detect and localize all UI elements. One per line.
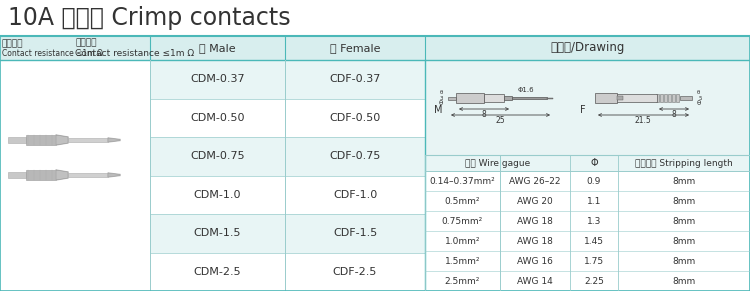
Text: CDF-0.37: CDF-0.37: [329, 74, 381, 84]
Text: M: M: [433, 105, 442, 115]
Text: 0.9: 0.9: [586, 177, 602, 185]
Polygon shape: [56, 170, 68, 180]
Bar: [8, 172, 26, 178]
Bar: [484, 94, 504, 102]
Bar: [547, 97, 553, 98]
Text: 接触电阔
Contact resistance ≤1m Ω: 接触电阔 Contact resistance ≤1m Ω: [75, 38, 194, 58]
Bar: [512, 97, 547, 99]
Polygon shape: [108, 173, 120, 177]
Text: AWG 18: AWG 18: [517, 237, 553, 246]
Text: CDM-2.5: CDM-2.5: [194, 267, 242, 277]
Text: 8: 8: [482, 110, 486, 119]
Bar: [26, 170, 56, 180]
Text: 25: 25: [495, 116, 505, 125]
Text: CDF-1.0: CDF-1.0: [333, 190, 377, 200]
Bar: [150, 60, 425, 98]
Bar: [448, 97, 456, 100]
Bar: [68, 138, 108, 142]
Text: CDF-0.75: CDF-0.75: [329, 151, 381, 161]
Text: 2.5mm²: 2.5mm²: [445, 276, 480, 285]
Text: 母 Female: 母 Female: [330, 43, 380, 53]
Text: 1.75: 1.75: [584, 256, 604, 265]
Text: Φ1.6: Φ1.6: [518, 87, 535, 93]
Text: 0.5mm²: 0.5mm²: [445, 196, 480, 205]
Bar: [68, 173, 108, 177]
Text: 8mm: 8mm: [672, 237, 696, 246]
Text: θ: θ: [439, 100, 443, 106]
Text: CDF-0.50: CDF-0.50: [329, 113, 380, 123]
Text: AWG 14: AWG 14: [518, 276, 553, 285]
Bar: [668, 94, 671, 102]
Bar: [595, 93, 617, 103]
Text: 接触电阔: 接触电阔: [2, 40, 23, 49]
Text: 5: 5: [699, 95, 703, 100]
Text: CDM-0.37: CDM-0.37: [190, 74, 244, 84]
Bar: [660, 94, 663, 102]
Bar: [680, 96, 692, 100]
Text: 1.0mm²: 1.0mm²: [445, 237, 480, 246]
Bar: [8, 137, 26, 143]
Text: 1.45: 1.45: [584, 237, 604, 246]
Text: 8mm: 8mm: [672, 256, 696, 265]
Text: 8mm: 8mm: [672, 217, 696, 226]
Bar: [615, 94, 657, 102]
Bar: [656, 94, 659, 102]
Text: AWG 18: AWG 18: [517, 217, 553, 226]
Text: 3: 3: [440, 95, 443, 100]
Text: CDM-0.50: CDM-0.50: [190, 113, 244, 123]
Polygon shape: [108, 138, 120, 142]
Text: 10A 冷压针 Crimp contacts: 10A 冷压针 Crimp contacts: [8, 6, 291, 30]
Text: Φ: Φ: [590, 158, 598, 168]
Text: 8mm: 8mm: [672, 177, 696, 185]
Text: θ: θ: [697, 100, 701, 106]
Text: 2.25: 2.25: [584, 276, 604, 285]
Bar: [150, 137, 425, 175]
Bar: [672, 94, 675, 102]
Text: 21.5: 21.5: [634, 116, 651, 125]
Text: CDM-0.75: CDM-0.75: [190, 151, 244, 161]
Bar: [676, 94, 679, 102]
Bar: [150, 214, 425, 253]
Text: CDF-1.5: CDF-1.5: [333, 228, 377, 238]
Text: θ: θ: [697, 91, 700, 95]
Text: 0.14–0.37mm²: 0.14–0.37mm²: [430, 177, 495, 185]
Polygon shape: [56, 135, 68, 145]
Text: Contact resistance ≤1m Ω: Contact resistance ≤1m Ω: [2, 49, 103, 58]
Text: CDM-1.0: CDM-1.0: [194, 190, 242, 200]
Bar: [425, 60, 750, 155]
Text: 1.1: 1.1: [586, 196, 602, 205]
Text: AWG 26–22: AWG 26–22: [509, 177, 561, 185]
Bar: [456, 93, 484, 103]
Bar: [0, 36, 750, 60]
Bar: [504, 96, 512, 100]
Bar: [425, 155, 750, 171]
Text: CDF-2.5: CDF-2.5: [333, 267, 377, 277]
Text: 1.3: 1.3: [586, 217, 602, 226]
Text: 1.5mm²: 1.5mm²: [445, 256, 480, 265]
Text: 8mm: 8mm: [672, 276, 696, 285]
Text: 8: 8: [672, 110, 676, 119]
Bar: [617, 96, 623, 100]
Text: 公 Male: 公 Male: [200, 43, 236, 53]
Text: 尺寸图/Drawing: 尺寸图/Drawing: [550, 42, 625, 54]
Text: 8mm: 8mm: [672, 196, 696, 205]
Bar: [26, 135, 56, 145]
Text: 剑线长度 Stripping length: 剑线长度 Stripping length: [635, 159, 733, 168]
Text: 0.75mm²: 0.75mm²: [442, 217, 483, 226]
Text: θ: θ: [440, 91, 443, 95]
Bar: [664, 94, 667, 102]
Text: F: F: [580, 105, 586, 115]
Text: CDM-1.5: CDM-1.5: [194, 228, 242, 238]
Text: 线规 Wire gague: 线规 Wire gague: [465, 159, 530, 168]
Text: AWG 20: AWG 20: [518, 196, 553, 205]
Text: AWG 16: AWG 16: [517, 256, 553, 265]
